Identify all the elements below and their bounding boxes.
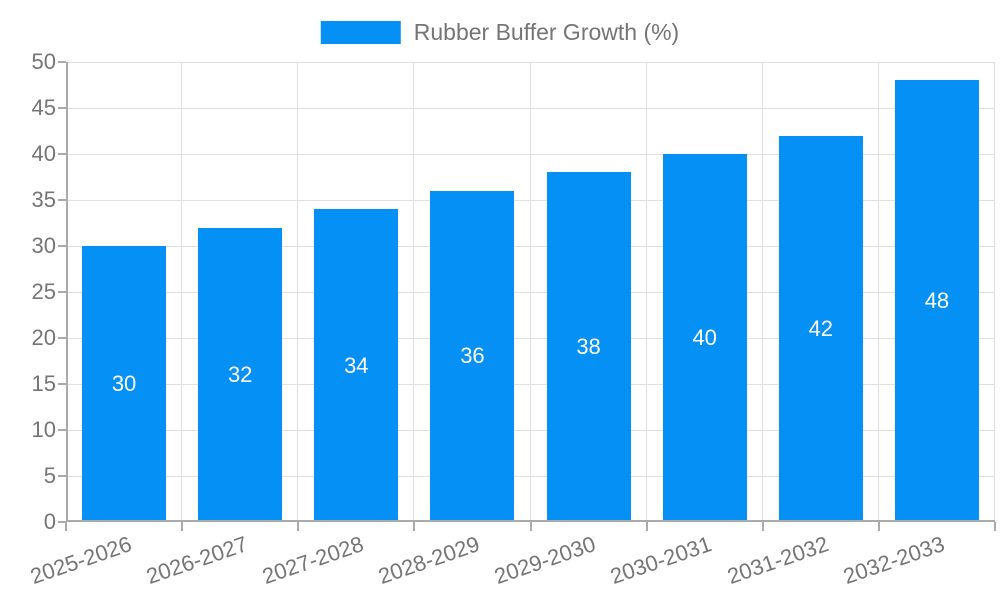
h-gridline bbox=[66, 154, 995, 155]
h-gridline bbox=[66, 430, 995, 431]
h-gridline bbox=[66, 384, 995, 385]
v-gridline bbox=[413, 62, 415, 522]
h-gridline bbox=[66, 62, 995, 63]
x-axis-label: 2027-2028 bbox=[259, 531, 367, 590]
bar-value-label: 32 bbox=[227, 361, 253, 387]
y-axis-label: 20 bbox=[31, 325, 56, 350]
x-tick bbox=[413, 522, 416, 531]
h-gridline bbox=[66, 246, 995, 247]
y-axis-label: 30 bbox=[31, 233, 56, 258]
bar[interactable]: 40 bbox=[662, 154, 747, 522]
v-gridline bbox=[181, 62, 183, 522]
y-tick bbox=[58, 153, 66, 155]
x-tick bbox=[877, 522, 880, 531]
bar[interactable]: 42 bbox=[778, 135, 863, 522]
bar-value-label: 48 bbox=[924, 288, 950, 314]
legend-label: Rubber Buffer Growth (%) bbox=[413, 19, 680, 45]
v-gridline bbox=[297, 62, 299, 522]
bar-value-label: 38 bbox=[576, 334, 601, 360]
h-gridline bbox=[66, 200, 995, 201]
x-tick bbox=[994, 522, 996, 531]
y-tick bbox=[58, 383, 66, 385]
h-gridline bbox=[66, 476, 995, 477]
v-gridline bbox=[645, 62, 647, 522]
y-tick bbox=[58, 475, 66, 477]
bar[interactable]: 48 bbox=[894, 80, 979, 522]
legend-swatch bbox=[320, 21, 401, 44]
bar-value-label: 36 bbox=[460, 343, 485, 369]
x-tick bbox=[645, 522, 648, 531]
v-gridline bbox=[529, 62, 531, 522]
h-gridline bbox=[66, 338, 995, 339]
y-axis-label: 45 bbox=[31, 95, 56, 120]
bar-value-label: 42 bbox=[808, 315, 834, 341]
bar[interactable]: 36 bbox=[430, 190, 515, 522]
bar[interactable]: 34 bbox=[314, 209, 399, 522]
x-tick bbox=[529, 522, 532, 531]
bar-value-label: 30 bbox=[111, 371, 137, 396]
y-axis-label: 50 bbox=[31, 49, 56, 74]
y-axis-label: 15 bbox=[31, 371, 56, 396]
x-tick bbox=[761, 522, 764, 531]
y-tick bbox=[58, 245, 66, 247]
h-gridline bbox=[66, 108, 995, 109]
x-axis-label: 2029-2030 bbox=[491, 531, 600, 590]
y-tick bbox=[58, 107, 66, 109]
y-axis-label: 0 bbox=[43, 509, 56, 534]
x-axis-label: 2030-2031 bbox=[607, 531, 716, 590]
v-gridline bbox=[994, 62, 995, 522]
y-tick bbox=[58, 521, 66, 523]
x-tick bbox=[297, 522, 300, 531]
y-axis-line bbox=[66, 62, 68, 522]
bar[interactable]: 32 bbox=[198, 227, 283, 522]
x-axis-label: 2026-2027 bbox=[143, 531, 251, 590]
v-gridline bbox=[877, 62, 879, 522]
x-axis-line bbox=[66, 520, 995, 522]
x-axis-label: 2032-2033 bbox=[839, 531, 948, 590]
y-tick bbox=[58, 291, 66, 293]
h-gridline bbox=[66, 292, 995, 293]
plot-area: 30 32 34 36 38 40 42 48 0 5 10 15 20 25 30 35 40 45 50 2025… bbox=[27, 51, 996, 589]
y-axis-label: 35 bbox=[31, 187, 56, 212]
y-axis-label: 10 bbox=[31, 417, 56, 442]
y-tick bbox=[58, 61, 66, 64]
bar[interactable]: 38 bbox=[546, 172, 631, 522]
y-tick bbox=[58, 337, 66, 339]
y-axis-label: 25 bbox=[31, 279, 56, 304]
x-axis-label: 2031-2032 bbox=[723, 531, 832, 590]
bar[interactable]: 30 bbox=[82, 246, 167, 522]
y-axis-label: 40 bbox=[31, 141, 56, 166]
x-axis-label: 2028-2029 bbox=[375, 531, 483, 590]
v-gridline bbox=[761, 62, 763, 522]
y-tick bbox=[58, 429, 66, 431]
bar-value-label: 40 bbox=[692, 325, 717, 350]
y-tick bbox=[58, 199, 66, 201]
y-axis-label: 5 bbox=[43, 463, 56, 488]
bar-value-label: 34 bbox=[344, 352, 369, 378]
x-tick bbox=[181, 522, 184, 531]
x-axis-label: 2025-2026 bbox=[26, 531, 135, 590]
x-tick bbox=[65, 522, 67, 531]
legend[interactable]: Rubber Buffer Growth (%) bbox=[320, 19, 680, 45]
